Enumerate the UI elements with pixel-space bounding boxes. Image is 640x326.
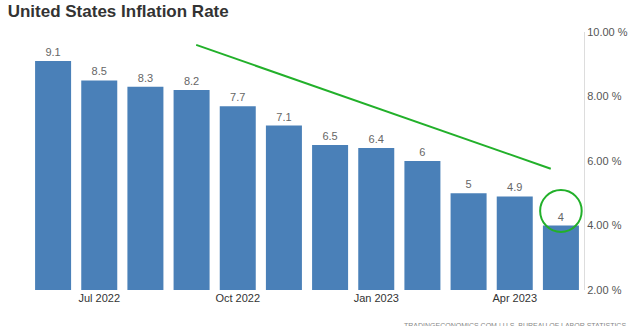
svg-text:Jan 2023: Jan 2023 [354, 292, 399, 304]
svg-text:6.5: 6.5 [322, 130, 337, 142]
svg-text:6.4: 6.4 [369, 133, 384, 145]
svg-text:6: 6 [419, 146, 425, 158]
svg-text:Jul 2022: Jul 2022 [78, 292, 120, 304]
svg-text:2.00 %: 2.00 % [587, 284, 621, 296]
svg-text:10.00 %: 10.00 % [587, 26, 628, 38]
svg-text:United States Inflation Rate: United States Inflation Rate [8, 2, 229, 21]
svg-text:Oct 2022: Oct 2022 [215, 292, 260, 304]
svg-text:TRADINGECONOMICS.COM | U.S. BU: TRADINGECONOMICS.COM | U.S. BUREAU OF LA… [404, 322, 626, 326]
svg-text:7.1: 7.1 [276, 111, 291, 123]
svg-text:Apr 2023: Apr 2023 [492, 292, 537, 304]
svg-text:5: 5 [466, 178, 472, 190]
svg-text:8.3: 8.3 [138, 72, 153, 84]
svg-text:7.7: 7.7 [230, 91, 245, 103]
svg-text:8.5: 8.5 [92, 65, 107, 77]
svg-text:4: 4 [558, 211, 564, 223]
svg-text:9.1: 9.1 [45, 46, 60, 58]
svg-text:8.00 %: 8.00 % [587, 90, 621, 102]
svg-text:8.2: 8.2 [184, 75, 199, 87]
svg-text:6.00 %: 6.00 % [587, 155, 621, 167]
svg-text:4.9: 4.9 [507, 181, 522, 193]
svg-text:4.00 %: 4.00 % [587, 219, 621, 231]
